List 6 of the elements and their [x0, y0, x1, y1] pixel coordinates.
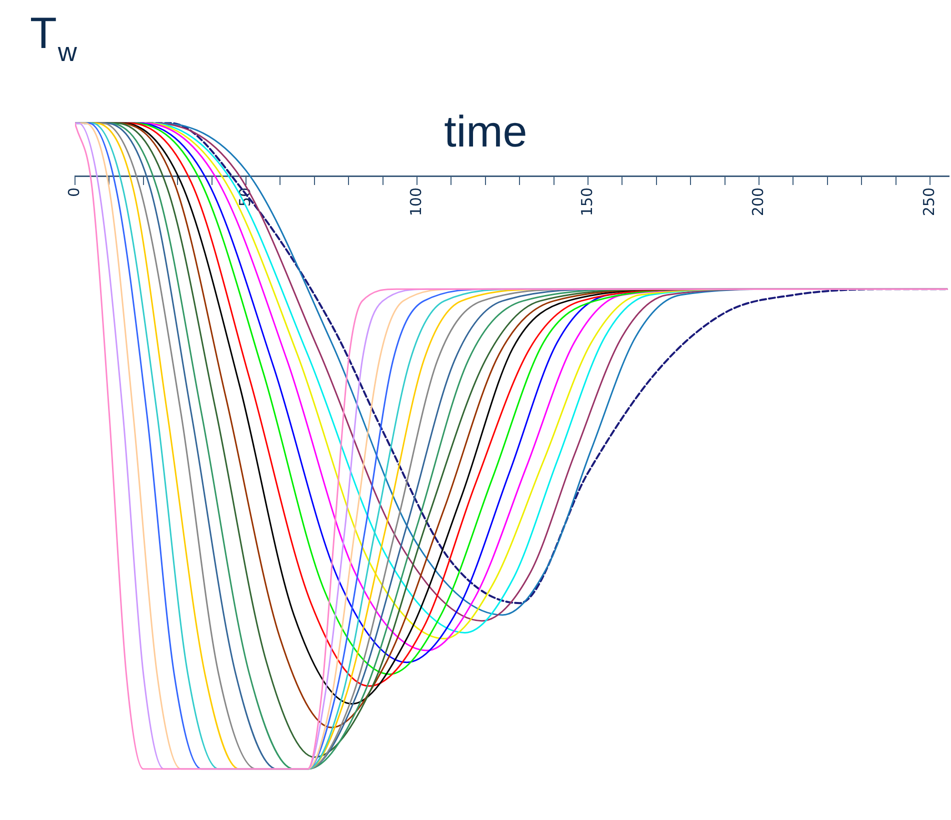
x-axis-title: time	[444, 108, 528, 156]
x-tick-label: 100	[406, 188, 425, 216]
x-tick-label: 250	[920, 188, 938, 216]
x-tick-label: 150	[578, 188, 596, 216]
x-tick-label: 200	[748, 188, 767, 216]
x-tick-label: 0	[64, 188, 83, 198]
